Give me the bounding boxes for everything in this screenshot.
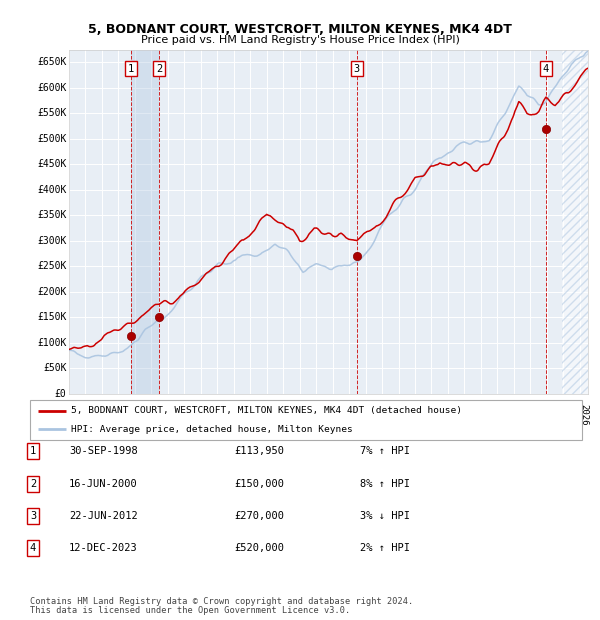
Text: £600K: £600K <box>37 83 67 93</box>
Text: 2013: 2013 <box>365 404 374 425</box>
Text: 12-DEC-2023: 12-DEC-2023 <box>69 543 138 553</box>
Text: 2007: 2007 <box>267 404 276 425</box>
Text: 3% ↓ HPI: 3% ↓ HPI <box>360 511 410 521</box>
Text: 2008: 2008 <box>283 404 292 425</box>
Text: 2017: 2017 <box>431 404 440 425</box>
Text: 1999: 1999 <box>135 404 144 425</box>
Text: 2025: 2025 <box>563 404 572 425</box>
Text: 2003: 2003 <box>201 404 210 425</box>
Text: £200K: £200K <box>37 286 67 297</box>
Text: £520,000: £520,000 <box>234 543 284 553</box>
Text: 4: 4 <box>543 63 549 74</box>
Text: £650K: £650K <box>37 57 67 68</box>
Text: 22-JUN-2012: 22-JUN-2012 <box>69 511 138 521</box>
Text: 2024: 2024 <box>547 404 556 425</box>
Text: £400K: £400K <box>37 185 67 195</box>
Text: 2020: 2020 <box>481 404 490 425</box>
Text: £50K: £50K <box>43 363 67 373</box>
Text: 3: 3 <box>30 511 36 521</box>
Text: This data is licensed under the Open Government Licence v3.0.: This data is licensed under the Open Gov… <box>30 606 350 615</box>
Text: 5, BODNANT COURT, WESTCROFT, MILTON KEYNES, MK4 4DT: 5, BODNANT COURT, WESTCROFT, MILTON KEYN… <box>88 23 512 36</box>
Text: 2018: 2018 <box>448 404 457 425</box>
Text: HPI: Average price, detached house, Milton Keynes: HPI: Average price, detached house, Milt… <box>71 425 353 434</box>
Text: Price paid vs. HM Land Registry's House Price Index (HPI): Price paid vs. HM Land Registry's House … <box>140 35 460 45</box>
Text: 2% ↑ HPI: 2% ↑ HPI <box>360 543 410 553</box>
Text: 8% ↑ HPI: 8% ↑ HPI <box>360 479 410 489</box>
Text: 2: 2 <box>30 479 36 489</box>
Text: 2006: 2006 <box>250 404 259 425</box>
Text: 1: 1 <box>30 446 36 456</box>
Text: 7% ↑ HPI: 7% ↑ HPI <box>360 446 410 456</box>
Text: £250K: £250K <box>37 261 67 272</box>
Text: £300K: £300K <box>37 236 67 246</box>
Text: 2009: 2009 <box>299 404 308 425</box>
Text: 1996: 1996 <box>85 404 94 425</box>
Text: 2016: 2016 <box>415 404 424 425</box>
Bar <box>562 50 588 394</box>
Text: 2021: 2021 <box>497 404 506 425</box>
Text: 2015: 2015 <box>398 404 407 425</box>
Bar <box>131 50 159 394</box>
Text: 2023: 2023 <box>530 404 539 425</box>
Text: 2: 2 <box>156 63 162 74</box>
Text: 3: 3 <box>354 63 360 74</box>
Text: £0: £0 <box>55 389 67 399</box>
Text: 2000: 2000 <box>151 404 160 425</box>
Text: 2005: 2005 <box>234 404 243 425</box>
Text: £150,000: £150,000 <box>234 479 284 489</box>
Text: 1997: 1997 <box>102 404 111 425</box>
FancyBboxPatch shape <box>30 400 582 440</box>
Text: £150K: £150K <box>37 312 67 322</box>
Text: 1: 1 <box>128 63 134 74</box>
Text: Contains HM Land Registry data © Crown copyright and database right 2024.: Contains HM Land Registry data © Crown c… <box>30 597 413 606</box>
Text: 2014: 2014 <box>382 404 391 425</box>
Text: 2022: 2022 <box>514 404 523 425</box>
Text: £500K: £500K <box>37 134 67 144</box>
Text: 4: 4 <box>30 543 36 553</box>
Text: 30-SEP-1998: 30-SEP-1998 <box>69 446 138 456</box>
Text: 2002: 2002 <box>184 404 193 425</box>
Text: 2026: 2026 <box>580 404 589 425</box>
Text: £113,950: £113,950 <box>234 446 284 456</box>
Text: 2012: 2012 <box>349 404 358 425</box>
Text: 2001: 2001 <box>168 404 177 425</box>
Text: £100K: £100K <box>37 338 67 348</box>
Text: 2011: 2011 <box>332 404 341 425</box>
Text: £350K: £350K <box>37 210 67 220</box>
Text: 1998: 1998 <box>118 404 127 425</box>
Text: £550K: £550K <box>37 108 67 118</box>
Text: 16-JUN-2000: 16-JUN-2000 <box>69 479 138 489</box>
Text: £450K: £450K <box>37 159 67 169</box>
Text: 5, BODNANT COURT, WESTCROFT, MILTON KEYNES, MK4 4DT (detached house): 5, BODNANT COURT, WESTCROFT, MILTON KEYN… <box>71 406 463 415</box>
Text: 2019: 2019 <box>464 404 473 425</box>
Text: 2010: 2010 <box>316 404 325 425</box>
Text: 2004: 2004 <box>217 404 226 425</box>
Text: £270,000: £270,000 <box>234 511 284 521</box>
Text: 1995: 1995 <box>69 404 78 425</box>
